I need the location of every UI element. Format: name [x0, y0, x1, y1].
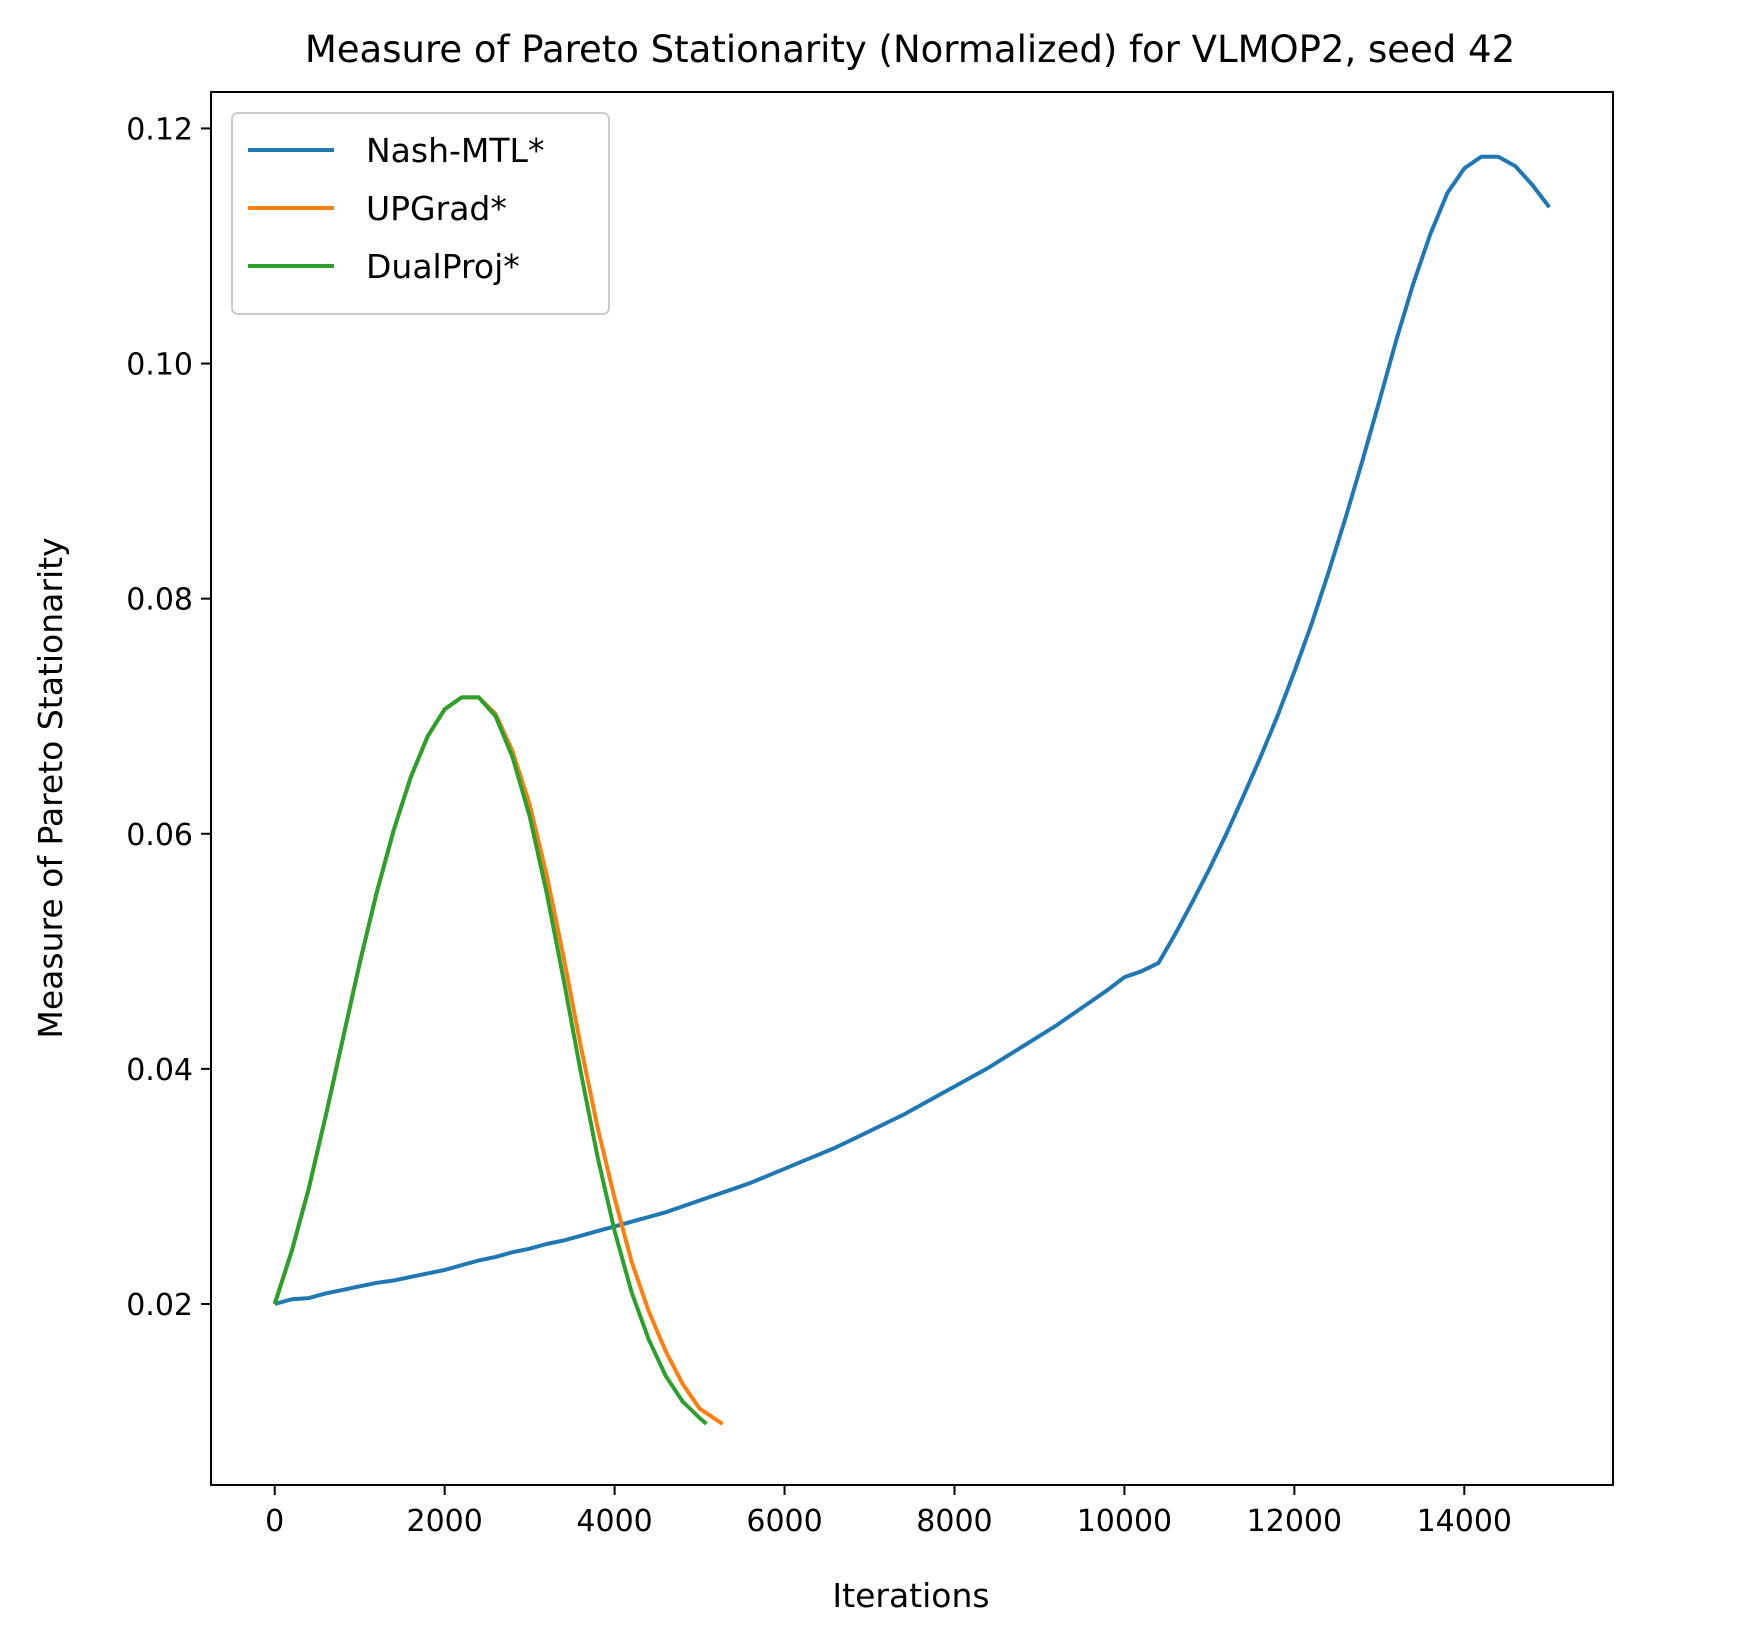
y-tick-label: 0.08	[126, 583, 193, 618]
chart-title: Measure of Pareto Stationarity (Normaliz…	[305, 28, 1515, 71]
y-tick-label: 0.10	[126, 348, 193, 383]
y-tick-label: 0.06	[126, 818, 193, 853]
x-tick-label: 12000	[1247, 1504, 1342, 1539]
series-line-dualproj	[272, 695, 708, 1426]
legend-box	[231, 112, 610, 315]
x-tick-label: 4000	[576, 1504, 652, 1539]
x-axis-label: Iterations	[832, 1576, 989, 1615]
plot-area	[272, 154, 1551, 1426]
axes-frame	[210, 91, 1614, 1486]
legend-label-nash-mtl: Nash-MTL*	[366, 131, 544, 170]
y-tick-label: 0.12	[126, 112, 193, 147]
x-tick-label: 8000	[916, 1504, 992, 1539]
legend-label-upgrad: UPGrad*	[366, 189, 507, 228]
y-tick-label: 0.04	[126, 1053, 193, 1088]
legend-label-dualproj: DualProj*	[366, 247, 520, 286]
x-tick-label: 6000	[746, 1504, 822, 1539]
y-axis-label: Measure of Pareto Stationarity	[31, 537, 70, 1038]
x-tick-label: 10000	[1077, 1504, 1172, 1539]
y-axis: 0.02 0.04 0.06 0.08 0.10 0.12	[126, 112, 211, 1323]
x-tick-label: 14000	[1417, 1504, 1512, 1539]
legend: Nash-MTL* UPGrad* DualProj*	[231, 112, 610, 315]
x-tick-label: 2000	[406, 1504, 482, 1539]
y-tick-label: 0.02	[126, 1288, 193, 1323]
series-line-nash-mtl	[274, 154, 1551, 1306]
x-axis: 0 2000 4000 6000 8000 10000 12000 14000	[265, 1485, 1512, 1539]
x-tick-label: 0	[265, 1504, 284, 1539]
